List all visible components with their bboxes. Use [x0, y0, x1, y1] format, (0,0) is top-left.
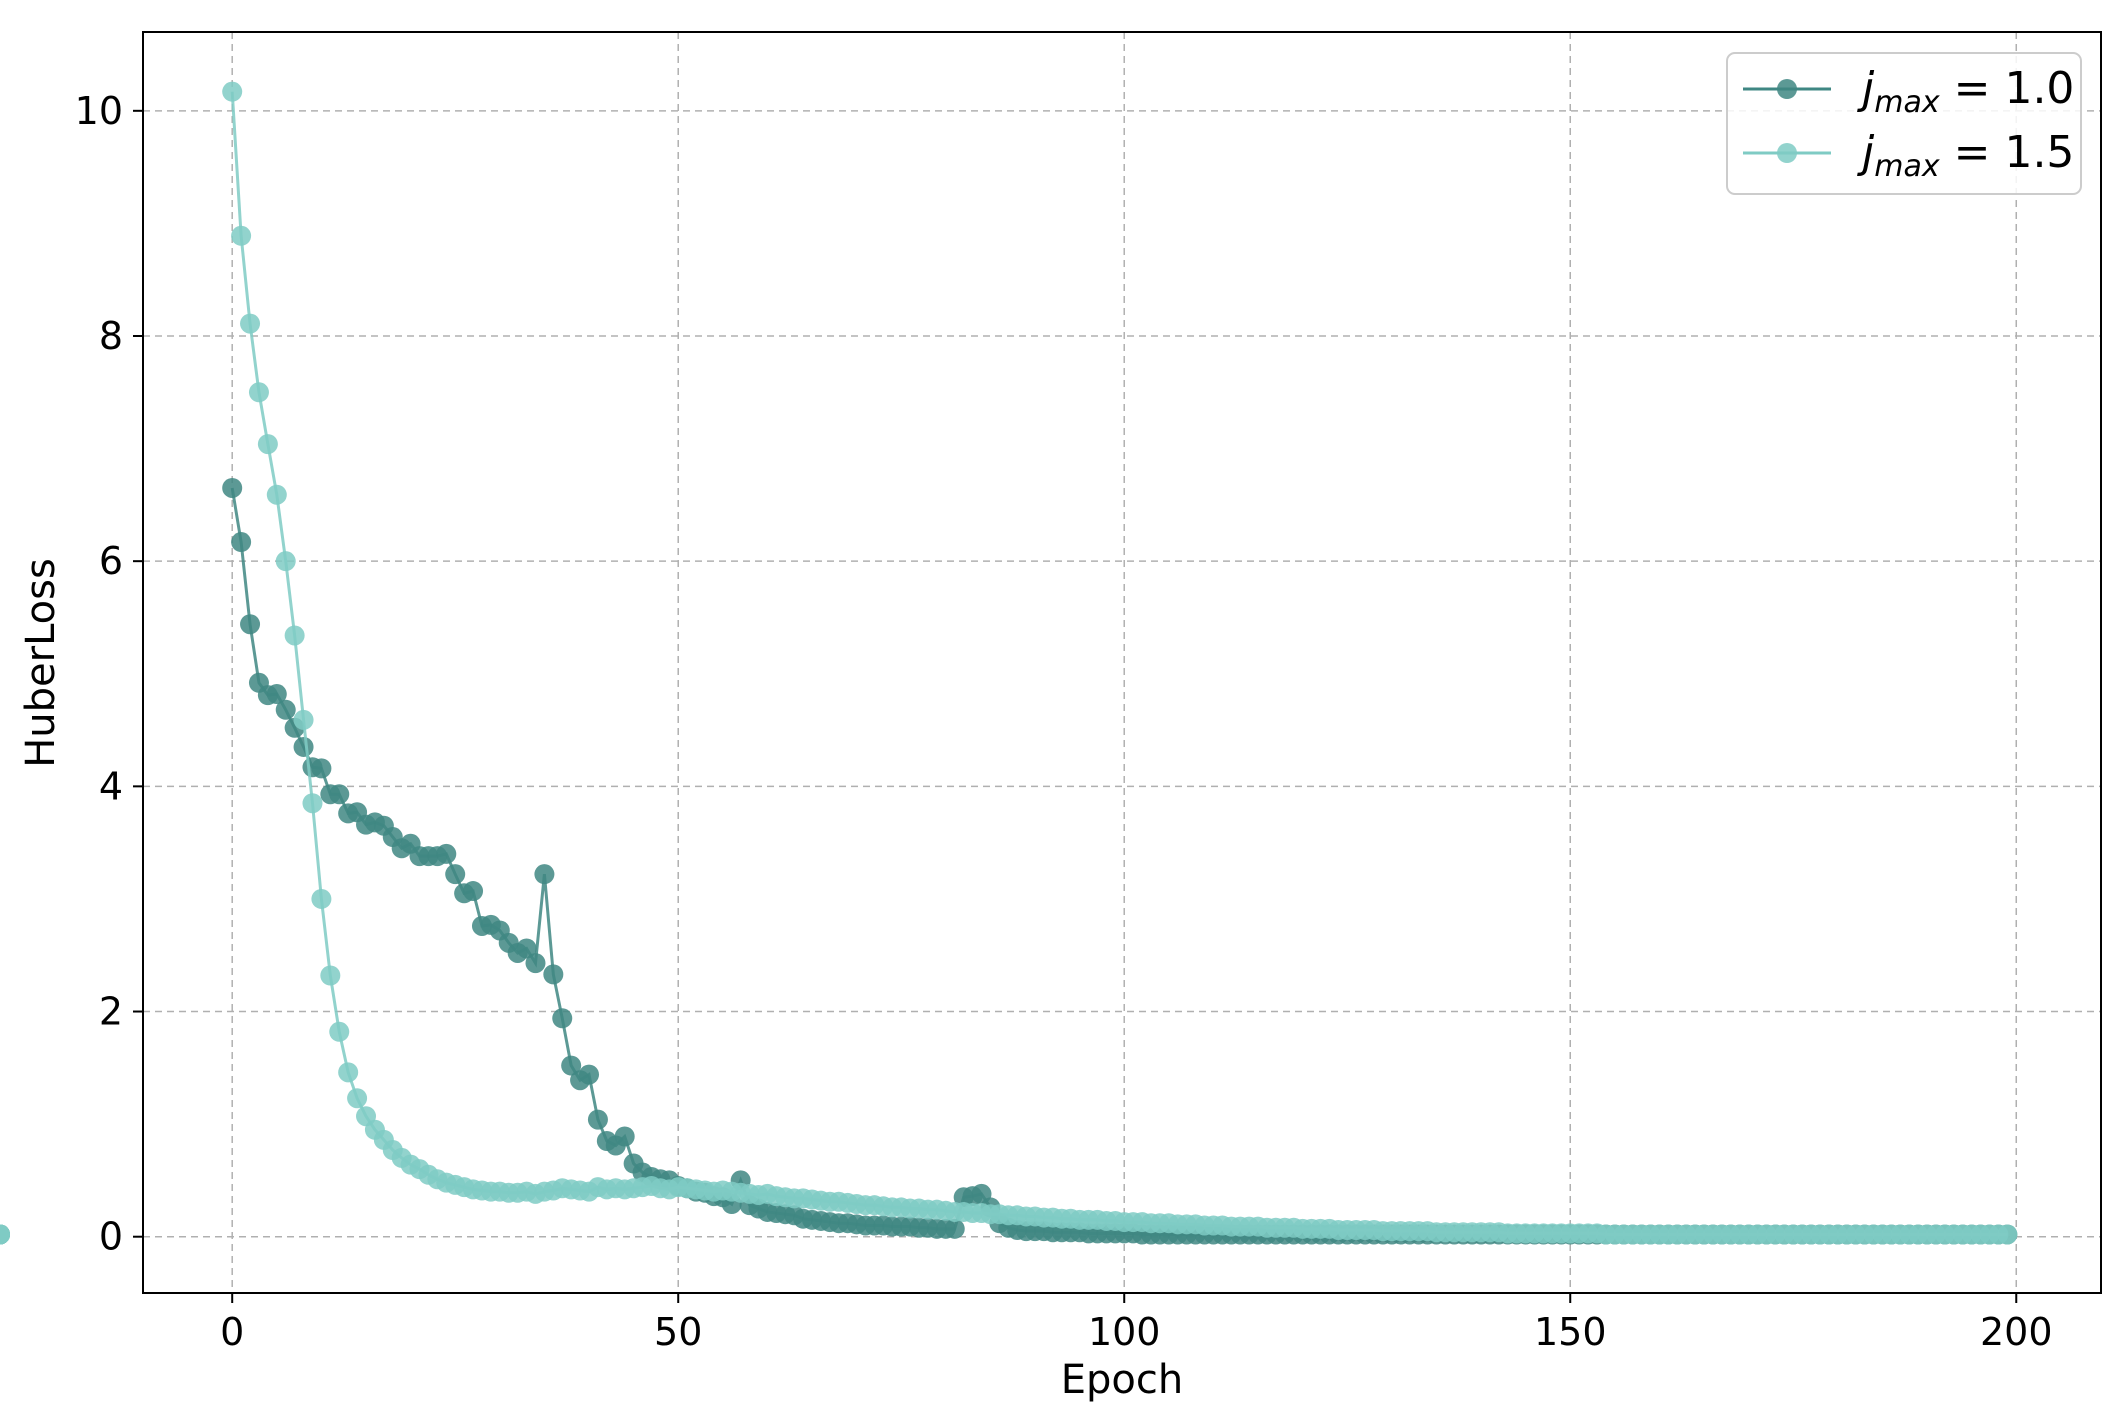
series-1-point	[329, 784, 350, 805]
y-axis-title: HuberLoss	[18, 558, 64, 768]
legend-label-1-value: = 1.0	[1940, 63, 2075, 114]
series-2-point	[1997, 1224, 2018, 1245]
series-1-point	[275, 699, 296, 720]
series-1-point	[266, 684, 287, 705]
legend-label-2-subscript: max	[1874, 149, 1940, 184]
series-1-point	[445, 864, 466, 885]
series-1-point	[614, 1126, 635, 1147]
series-2-point	[275, 551, 296, 572]
series-1-point	[543, 964, 564, 985]
y-tick-label: 6	[99, 539, 123, 583]
series-1-point	[552, 1008, 573, 1029]
legend-entry-2: jmax = 1.5	[1743, 127, 2074, 184]
series-1-point	[534, 864, 555, 885]
series-2-point	[347, 1088, 368, 1109]
plot-frame	[142, 31, 2102, 1294]
legend-marker-swatch-1	[1777, 79, 1797, 99]
series-1-point	[311, 758, 332, 779]
series-2-point	[293, 709, 314, 730]
series-1-point	[525, 953, 546, 974]
series-2-point	[329, 1021, 350, 1042]
series-2-point	[231, 225, 252, 246]
series-2-point	[222, 81, 243, 102]
series-layer	[0, 81, 2018, 1245]
series-1-point	[587, 1109, 608, 1130]
legend: jmax = 1.0 jmax = 1.5	[1726, 52, 2082, 195]
series-1-point	[293, 736, 314, 757]
series-1-point	[240, 614, 261, 635]
x-tick-label: 200	[1980, 1310, 2053, 1354]
y-tick-label: 2	[99, 990, 123, 1034]
legend-entry-1: jmax = 1.0	[1743, 63, 2074, 120]
series-1-point	[222, 477, 243, 498]
y-tick-label: 0	[99, 1215, 123, 1259]
series-2	[0, 81, 2018, 1245]
y-tick-label: 4	[99, 764, 123, 808]
x-tick-label: 150	[1534, 1310, 1607, 1354]
series-2-point	[240, 313, 261, 334]
series-1-point	[579, 1064, 600, 1085]
legend-marker-swatch-2	[1777, 143, 1797, 163]
series-2-point	[311, 888, 332, 909]
legend-label-1: jmax = 1.0	[1857, 63, 2074, 120]
series-2-point	[284, 625, 305, 646]
series-2-point	[0, 1224, 10, 1245]
y-tick-label: 10	[75, 89, 123, 133]
series-2-point	[338, 1062, 359, 1083]
series-1-point	[436, 843, 457, 864]
x-axis-title: Epoch	[1061, 1357, 1183, 1403]
x-tick-label: 100	[1088, 1310, 1161, 1354]
series-2-point	[302, 793, 323, 814]
axis-ticks: 0 50 100 150 200 0 2 4 6 8 10	[75, 89, 2053, 1354]
series-2-point	[320, 965, 341, 986]
legend-label-2-symbol: j	[1857, 127, 1875, 178]
y-tick-label: 8	[99, 314, 123, 358]
series-1-point	[231, 532, 252, 553]
legend-label-1-symbol: j	[1857, 63, 1875, 114]
series-1-point	[944, 1218, 965, 1239]
legend-label-1-subscript: max	[1874, 85, 1940, 120]
legend-label-2-value: = 1.5	[1940, 127, 2075, 178]
series-1-point	[463, 881, 484, 902]
legend-label-2: jmax = 1.5	[1857, 127, 2074, 184]
series-1-point	[561, 1055, 582, 1076]
series-1-point	[516, 938, 537, 959]
series-2-point	[257, 434, 278, 455]
x-tick-label: 50	[654, 1310, 702, 1354]
series-2-point	[266, 484, 287, 505]
series-2-point	[248, 382, 269, 403]
x-tick-label: 0	[220, 1310, 244, 1354]
